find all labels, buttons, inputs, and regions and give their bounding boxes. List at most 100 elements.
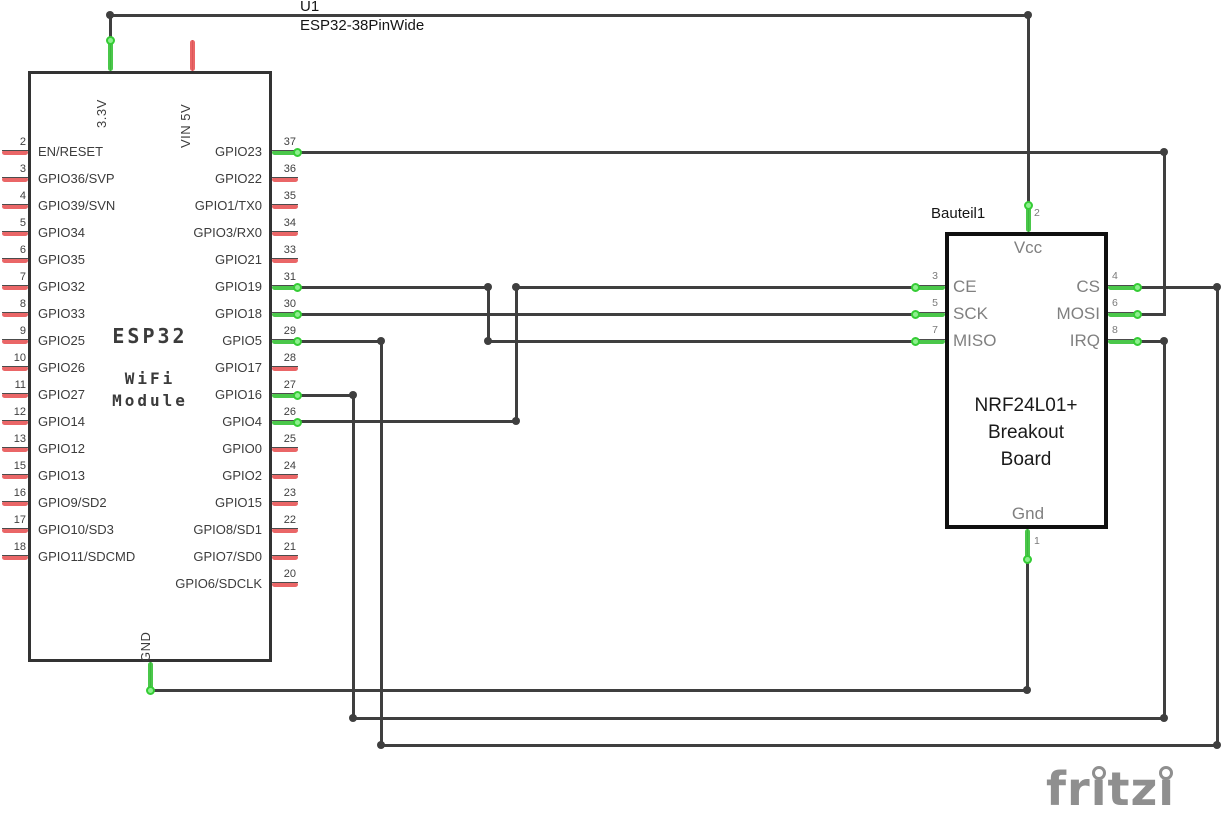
esp32-pin26-terminal[interactable] <box>293 418 302 427</box>
nrf-pin-gnd-leg[interactable] <box>1025 529 1030 559</box>
esp32-pin23-leg[interactable] <box>272 501 298 506</box>
wire-gpio19-miso[interactable] <box>487 340 916 343</box>
esp32-pin31-terminal[interactable] <box>293 283 302 292</box>
esp32-pin35-leg[interactable] <box>272 204 298 209</box>
nrf-pin8-terminal[interactable] <box>1133 337 1142 346</box>
fritzing-logo-letter: n <box>1046 816 1080 820</box>
esp32-module-body[interactable] <box>28 71 272 662</box>
esp32-pin16-leg[interactable] <box>2 501 28 506</box>
wire-gpio16-irq[interactable] <box>1137 340 1166 343</box>
esp32-pin2-leg[interactable] <box>2 150 28 155</box>
wire-gpio5-cs[interactable] <box>1137 286 1219 289</box>
nrf-pin6-leg[interactable] <box>1108 312 1138 317</box>
esp32-pin6-leg[interactable] <box>2 258 28 263</box>
esp32-pin-vin5v-leg[interactable] <box>190 40 195 71</box>
nrf-pin-gnd-terminal[interactable] <box>1023 555 1032 564</box>
esp32-pin7-leg[interactable] <box>2 285 28 290</box>
wire-gpio5-cs[interactable] <box>1216 286 1219 747</box>
esp32-pin-gnd-terminal[interactable] <box>146 686 155 695</box>
nrf-pin8-leg[interactable] <box>1108 339 1138 344</box>
esp32-pin30-leg[interactable] <box>272 312 298 317</box>
wire-gpio18-sck[interactable] <box>297 313 916 316</box>
nrf-pin4-leg[interactable] <box>1108 285 1138 290</box>
wire-3v3-vcc[interactable] <box>1027 14 1030 206</box>
nrf-pin3-terminal[interactable] <box>911 283 920 292</box>
esp32-pin-label-gpio7/sd0: GPIO7/SD0 <box>193 549 262 564</box>
nrf-pin3-leg[interactable] <box>915 285 945 290</box>
wire-gpio4-ce[interactable] <box>515 286 518 423</box>
esp32-pin18-line <box>2 555 28 556</box>
esp32-pin15-leg[interactable] <box>2 474 28 479</box>
esp32-pin4-leg[interactable] <box>2 204 28 209</box>
esp32-pin9-line <box>2 339 28 340</box>
wire-gpio23-mosi[interactable] <box>1163 151 1166 316</box>
wire-gpio5-cs[interactable] <box>380 340 383 747</box>
nrf24l01-breakout-body[interactable] <box>945 232 1108 529</box>
esp32-pin21-leg[interactable] <box>272 555 298 560</box>
wire-3v3-vcc[interactable] <box>109 14 1029 17</box>
nrf-pin4-terminal[interactable] <box>1133 283 1142 292</box>
esp32-pin37-terminal[interactable] <box>293 148 302 157</box>
esp32-pin26-leg[interactable] <box>272 420 298 425</box>
esp32-pin24-leg[interactable] <box>272 474 298 479</box>
wire-gpio23-mosi[interactable] <box>297 151 1165 154</box>
esp32-pin5-leg[interactable] <box>2 231 28 236</box>
nrf-pin-vcc-terminal[interactable] <box>1024 201 1033 210</box>
esp32-pin36-leg[interactable] <box>272 177 298 182</box>
wire-junction-dot <box>377 741 385 749</box>
esp32-pin22-number: 22 <box>283 514 296 526</box>
esp32-pin31-leg[interactable] <box>272 285 298 290</box>
wire-gpio5-cs[interactable] <box>297 340 383 343</box>
wire-junction-dot <box>377 337 385 345</box>
esp32-pin-label-gpio5: GPIO5 <box>222 333 262 348</box>
esp32-pin33-leg[interactable] <box>272 258 298 263</box>
wire-gpio5-cs[interactable] <box>380 744 1219 747</box>
wire-gpio16-irq[interactable] <box>1163 340 1166 720</box>
esp32-pin33-number: 33 <box>283 244 296 256</box>
wire-gnd[interactable] <box>149 689 1029 692</box>
wire-3v3-vcc[interactable] <box>109 14 112 41</box>
esp32-pin28-leg[interactable] <box>272 366 298 371</box>
nrf-pin7-terminal[interactable] <box>911 337 920 346</box>
esp32-pin3-leg[interactable] <box>2 177 28 182</box>
wire-gpio19-miso[interactable] <box>297 286 489 289</box>
wire-gpio16-irq[interactable] <box>352 394 355 720</box>
nrf-pin-label-vcc: Vcc <box>1013 238 1043 257</box>
esp32-pin11-line <box>2 393 28 394</box>
nrf-pin-vcc-leg[interactable] <box>1026 205 1031 232</box>
esp32-pin29-leg[interactable] <box>272 339 298 344</box>
esp32-pin25-leg[interactable] <box>272 447 298 452</box>
esp32-pin22-leg[interactable] <box>272 528 298 533</box>
esp32-pin37-leg[interactable] <box>272 150 298 155</box>
esp32-pin27-leg[interactable] <box>272 393 298 398</box>
esp32-pin29-terminal[interactable] <box>293 337 302 346</box>
wire-gpio4-ce[interactable] <box>515 286 916 289</box>
esp32-pin18-leg[interactable] <box>2 555 28 560</box>
esp32-pin-label-gpio17: GPIO17 <box>215 360 262 375</box>
esp32-pin10-leg[interactable] <box>2 366 28 371</box>
esp32-pin34-leg[interactable] <box>272 231 298 236</box>
esp32-pin13-leg[interactable] <box>2 447 28 452</box>
esp32-pin8-leg[interactable] <box>2 312 28 317</box>
nrf-pin6-terminal[interactable] <box>1133 310 1142 319</box>
wire-gpio4-ce[interactable] <box>297 420 518 423</box>
esp32-pin9-leg[interactable] <box>2 339 28 344</box>
esp32-pin30-terminal[interactable] <box>293 310 302 319</box>
nrf-pin5-terminal[interactable] <box>911 310 920 319</box>
nrf-pin7-leg[interactable] <box>915 339 945 344</box>
esp32-pin12-leg[interactable] <box>2 420 28 425</box>
esp32-pin20-leg[interactable] <box>272 582 298 587</box>
wire-gpio23-mosi[interactable] <box>1137 313 1166 316</box>
nrf-pin5-leg[interactable] <box>915 312 945 317</box>
wire-gpio16-irq[interactable] <box>352 717 1166 720</box>
wire-gnd[interactable] <box>1026 558 1029 691</box>
wire-gpio16-irq[interactable] <box>297 394 355 397</box>
esp32-pin-3v3-terminal[interactable] <box>106 36 115 45</box>
esp32-pin27-terminal[interactable] <box>293 391 302 400</box>
esp32-pin17-leg[interactable] <box>2 528 28 533</box>
esp32-pin-3v3-leg[interactable] <box>108 40 113 71</box>
esp32-pin11-leg[interactable] <box>2 393 28 398</box>
esp32-pin-gnd-leg[interactable] <box>148 662 153 690</box>
esp32-pin28-number: 28 <box>283 352 296 364</box>
wire-junction-dot <box>1160 337 1168 345</box>
